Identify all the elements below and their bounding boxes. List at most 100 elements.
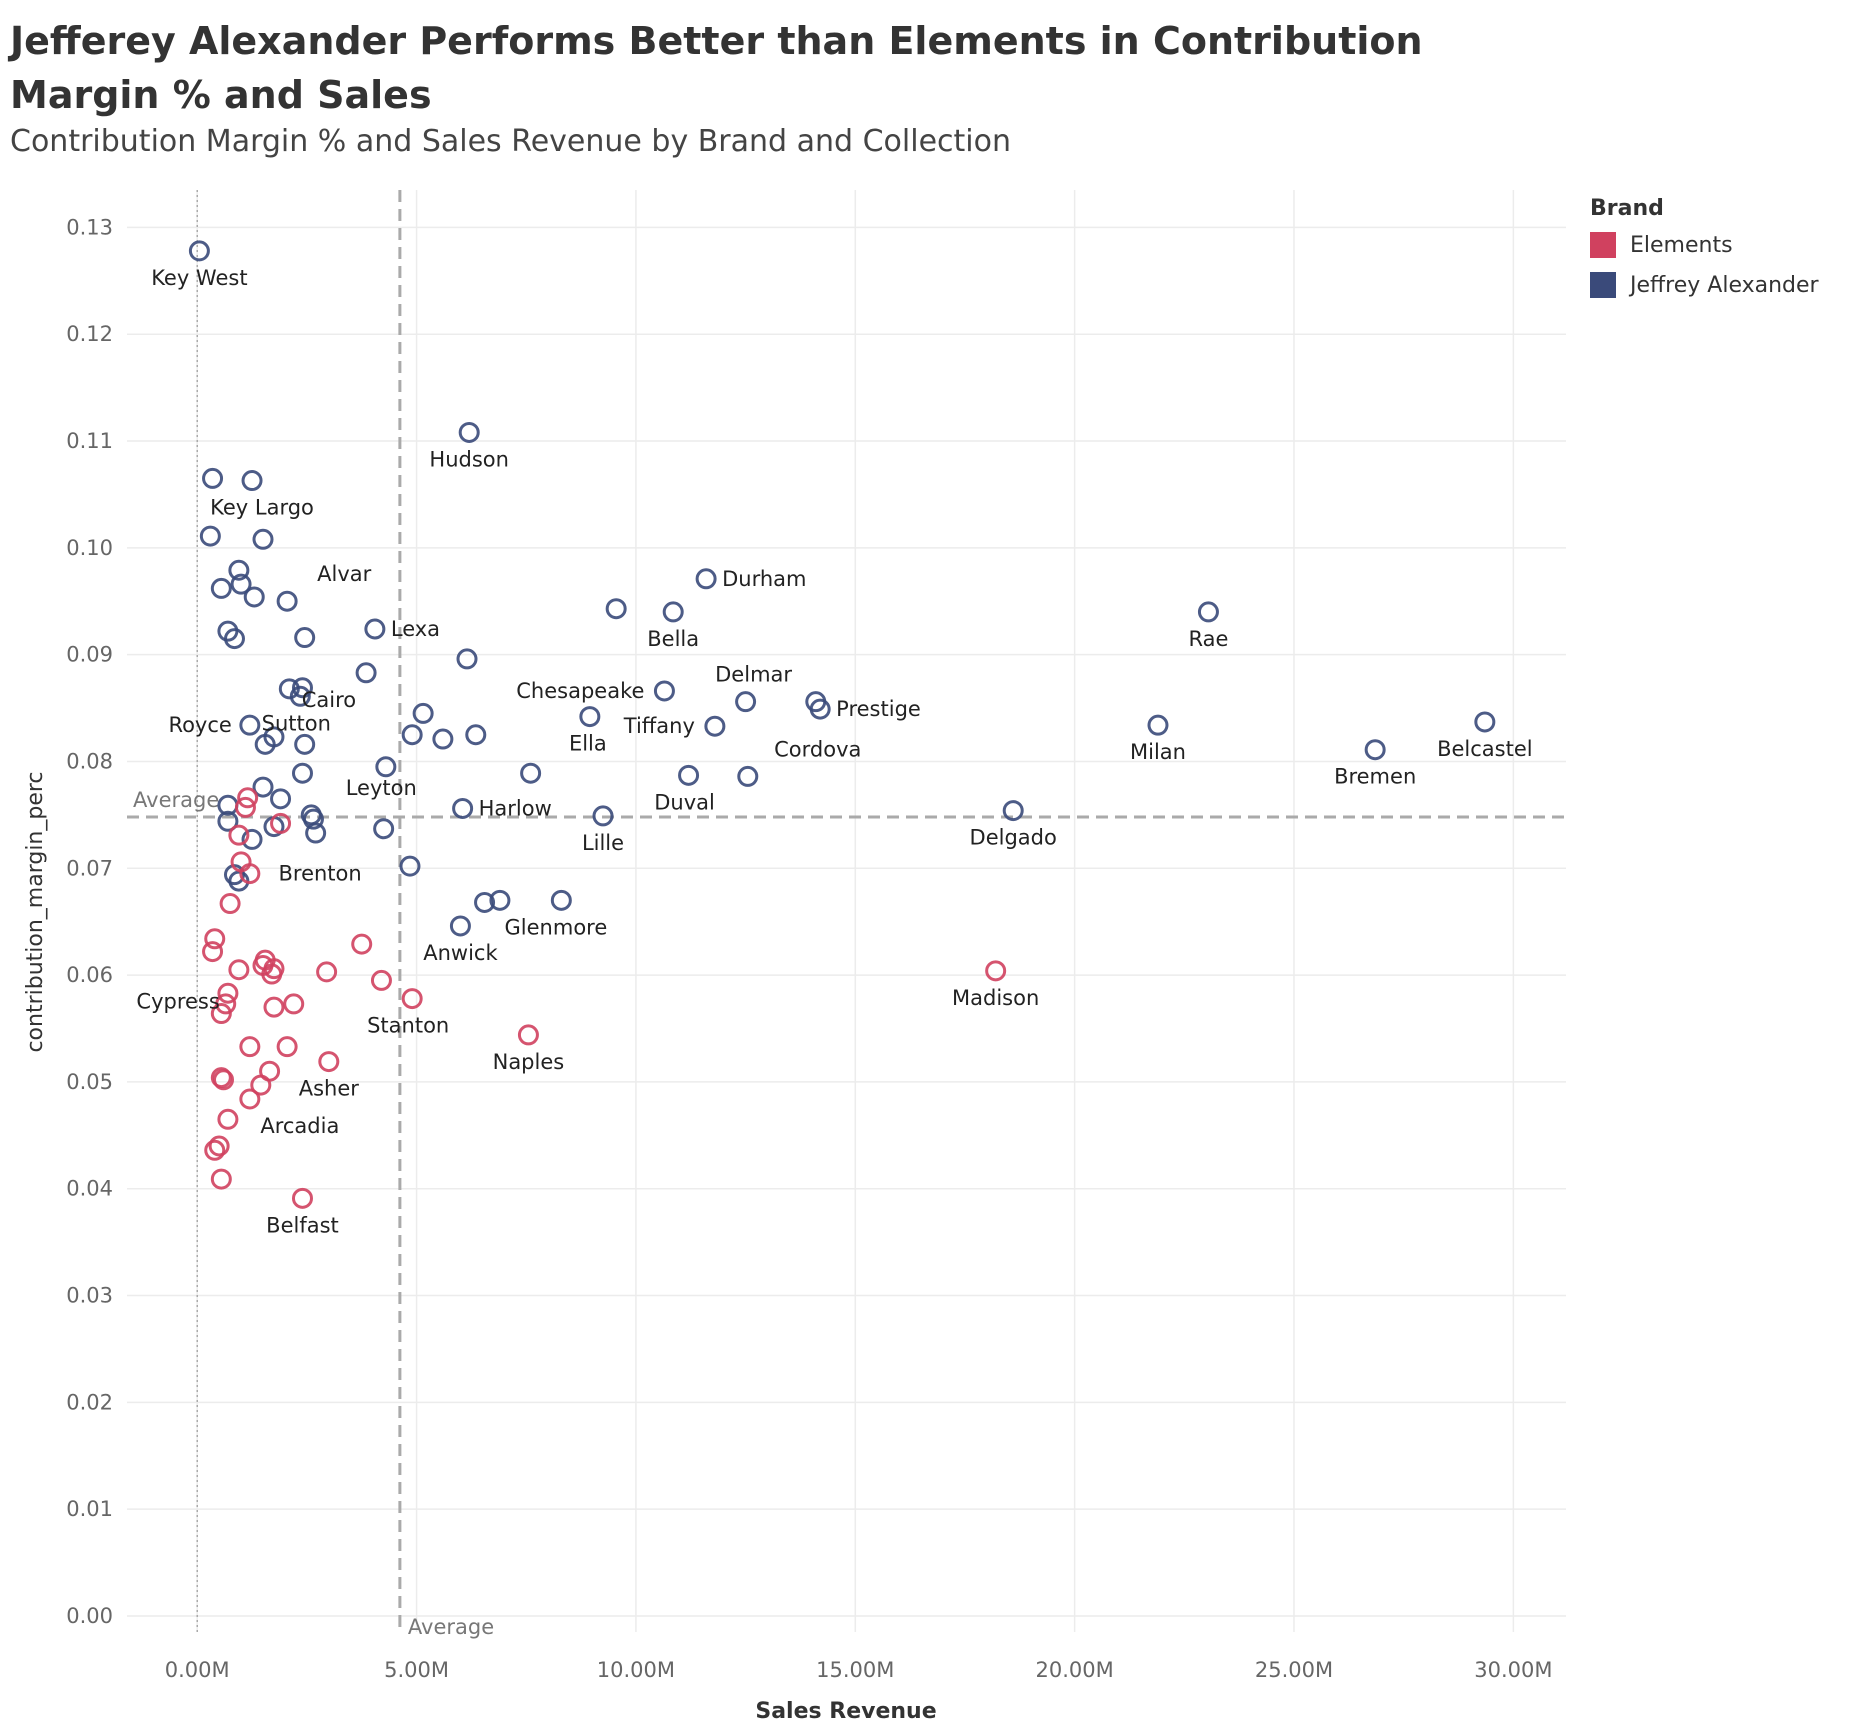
- data-point-jeffrey-alexander: [199, 525, 221, 547]
- y-tick-label: 0.13: [66, 215, 113, 239]
- point-label: Madison: [952, 986, 1039, 1010]
- chart-subtitle: Contribution Margin % and Sales Revenue …: [10, 124, 1011, 159]
- y-tick-label: 0.11: [66, 429, 113, 453]
- point-label: Hudson: [429, 447, 509, 471]
- point-label: Rae: [1188, 627, 1228, 651]
- data-point-elements: [401, 988, 423, 1010]
- data-point-jeffrey-alexander: [241, 828, 263, 850]
- y-axis-label: contribution_margin_perc: [23, 771, 48, 1052]
- legend-swatch-elements: [1590, 232, 1616, 258]
- point-label: Lille: [582, 831, 624, 855]
- data-point-elements: [239, 1036, 261, 1058]
- data-point-jeffrey-alexander: [678, 764, 700, 786]
- data-point-elements: [517, 1024, 539, 1046]
- data-point-jeffrey-alexander: [302, 808, 324, 830]
- data-point-elements: [210, 1067, 232, 1089]
- chart-title: Jefferey Alexander Performs Better than …: [10, 19, 1423, 117]
- point-label: Brenton: [278, 862, 361, 886]
- y-tick-label: 0.04: [66, 1177, 113, 1201]
- x-tick-label: 0.00M: [165, 1658, 230, 1682]
- point-label: Prestige: [836, 697, 921, 721]
- data-point-jeffrey-alexander: [520, 762, 542, 784]
- point-label: Delmar: [715, 663, 792, 687]
- data-point-jeffrey-alexander: [695, 568, 717, 590]
- point-label: Belfast: [266, 1213, 339, 1237]
- data-point-jeffrey-alexander: [294, 627, 316, 649]
- data-point-elements: [217, 1108, 239, 1130]
- data-point-jeffrey-alexander: [1002, 800, 1024, 822]
- data-point-jeffrey-alexander: [291, 677, 313, 699]
- data-point-jeffrey-alexander: [449, 915, 471, 937]
- point-label: Alvar: [317, 562, 371, 586]
- data-point-elements: [370, 969, 392, 991]
- data-point-jeffrey-alexander: [1364, 739, 1386, 761]
- data-point-jeffrey-alexander: [228, 559, 250, 581]
- data-point-elements: [204, 1139, 226, 1161]
- data-point-elements: [210, 1168, 232, 1190]
- data-point-jeffrey-alexander: [1474, 711, 1496, 733]
- data-point-elements: [263, 996, 285, 1018]
- data-point-jeffrey-alexander: [252, 776, 274, 798]
- point-label: Cypress: [136, 990, 219, 1014]
- data-point-jeffrey-alexander: [605, 598, 627, 620]
- data-point-jeffrey-alexander: [230, 573, 252, 595]
- data-point-jeffrey-alexander: [375, 756, 397, 778]
- point-label: Cordova: [774, 737, 861, 761]
- axis-ticks: 0.00 0.01 0.02 0.03 0.04 0.05 0.06 0.07 0.08 0.09…: [66, 215, 1552, 1682]
- point-label: Belcastel: [1437, 737, 1533, 761]
- data-point-elements: [239, 1088, 261, 1110]
- point-label: Leyton: [346, 776, 417, 800]
- data-point-jeffrey-alexander: [704, 715, 726, 737]
- data-point-elements: [234, 796, 256, 818]
- point-labels: Key West Hudson Key Largo Alvar Durham Bella R…: [136, 266, 1532, 1237]
- y-tick-label: 0.10: [66, 536, 113, 560]
- data-point-jeffrey-alexander: [254, 733, 276, 755]
- data-point-jeffrey-alexander: [223, 628, 245, 650]
- data-point-jeffrey-alexander: [294, 733, 316, 755]
- data-point-jeffrey-alexander: [432, 728, 454, 750]
- x-tick-label: 10.00M: [597, 1658, 675, 1682]
- point-label: Cairo: [302, 688, 356, 712]
- data-point-elements: [316, 961, 338, 983]
- data-point-jeffrey-alexander: [489, 889, 511, 911]
- legend-item-elements[interactable]: Elements: [1590, 232, 1733, 258]
- data-point-jeffrey-alexander: [458, 421, 480, 443]
- data-point-jeffrey-alexander: [401, 724, 423, 746]
- data-point-jeffrey-alexander: [465, 724, 487, 746]
- data-point-elements: [318, 1051, 340, 1073]
- data-point-jeffrey-alexander: [412, 702, 434, 724]
- point-label: Bella: [647, 627, 699, 651]
- legend-item-jeffrey-alexander[interactable]: Jeffrey Alexander: [1590, 272, 1819, 298]
- y-tick-label: 0.02: [66, 1390, 113, 1414]
- data-point-elements: [228, 959, 250, 981]
- data-point-jeffrey-alexander: [355, 662, 377, 684]
- x-axis-label: Sales Revenue: [755, 1699, 936, 1724]
- point-label: Lexa: [391, 617, 440, 641]
- point-label: Harlow: [479, 796, 552, 820]
- y-tick-label: 0.06: [66, 963, 113, 987]
- data-point-jeffrey-alexander: [305, 822, 327, 844]
- data-point-elements: [250, 1074, 272, 1096]
- data-point-jeffrey-alexander: [456, 648, 478, 670]
- data-point-elements: [215, 993, 237, 1015]
- point-label: Bremen: [1334, 765, 1416, 789]
- data-point-jeffrey-alexander: [373, 818, 395, 840]
- data-point-jeffrey-alexander: [452, 797, 474, 819]
- data-points: [188, 240, 1496, 1209]
- point-label: Royce: [168, 713, 231, 737]
- data-point-jeffrey-alexander: [270, 788, 292, 810]
- data-point-jeffrey-alexander: [1147, 714, 1169, 736]
- point-label: Tiffany: [623, 714, 695, 738]
- data-point-elements: [208, 1135, 230, 1157]
- data-point-jeffrey-alexander: [188, 240, 210, 262]
- point-label: Stanton: [367, 1014, 449, 1038]
- data-point-elements: [237, 787, 259, 809]
- reference-lines: Average Average: [127, 190, 1566, 1639]
- data-point-elements: [261, 963, 283, 985]
- data-point-jeffrey-alexander: [239, 714, 261, 736]
- data-point-elements: [351, 933, 373, 955]
- point-label: Arcadia: [260, 1114, 339, 1138]
- y-tick-label: 0.00: [66, 1604, 113, 1628]
- grid-lines: [127, 190, 1566, 1632]
- data-point-jeffrey-alexander: [399, 855, 421, 877]
